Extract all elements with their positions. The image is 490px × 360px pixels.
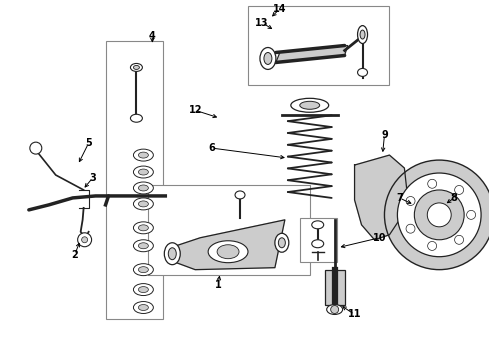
Polygon shape — [168, 220, 285, 270]
Circle shape — [428, 179, 437, 188]
Circle shape — [77, 233, 92, 247]
Text: 9: 9 — [381, 130, 388, 140]
Ellipse shape — [138, 305, 148, 310]
Ellipse shape — [358, 68, 368, 76]
Circle shape — [397, 173, 481, 257]
Ellipse shape — [138, 267, 148, 273]
Ellipse shape — [138, 243, 148, 249]
Ellipse shape — [291, 98, 329, 112]
Ellipse shape — [275, 233, 289, 252]
Ellipse shape — [358, 26, 368, 44]
Text: 14: 14 — [273, 4, 287, 14]
Ellipse shape — [133, 284, 153, 296]
Bar — [248, 6, 390, 85]
Circle shape — [30, 142, 42, 154]
Polygon shape — [276, 45, 347, 62]
Ellipse shape — [133, 166, 153, 178]
Ellipse shape — [164, 243, 180, 265]
Text: 6: 6 — [209, 143, 216, 153]
Circle shape — [82, 237, 88, 243]
Ellipse shape — [208, 241, 248, 263]
Ellipse shape — [133, 222, 153, 234]
Circle shape — [415, 190, 464, 240]
Ellipse shape — [300, 101, 319, 109]
Ellipse shape — [138, 225, 148, 231]
Circle shape — [427, 203, 451, 227]
Circle shape — [455, 235, 464, 244]
Ellipse shape — [278, 238, 285, 248]
Bar — [300, 218, 337, 262]
Ellipse shape — [138, 169, 148, 175]
Ellipse shape — [217, 245, 239, 259]
Ellipse shape — [327, 305, 343, 315]
Ellipse shape — [235, 191, 245, 199]
Ellipse shape — [133, 182, 153, 194]
Ellipse shape — [312, 221, 324, 229]
Text: 2: 2 — [71, 250, 78, 260]
Ellipse shape — [133, 198, 153, 210]
Circle shape — [455, 185, 464, 194]
Ellipse shape — [360, 30, 365, 39]
Ellipse shape — [130, 63, 143, 71]
Ellipse shape — [138, 152, 148, 158]
Text: 11: 11 — [348, 310, 361, 319]
Ellipse shape — [133, 149, 153, 161]
Ellipse shape — [133, 302, 153, 314]
Text: 7: 7 — [396, 193, 403, 203]
Ellipse shape — [260, 48, 276, 69]
Circle shape — [406, 224, 415, 233]
Bar — [148, 185, 310, 275]
Circle shape — [406, 197, 415, 206]
Ellipse shape — [138, 287, 148, 293]
Ellipse shape — [312, 240, 324, 248]
Text: 3: 3 — [89, 173, 96, 183]
Ellipse shape — [138, 201, 148, 207]
Ellipse shape — [138, 185, 148, 191]
Ellipse shape — [133, 66, 140, 69]
Text: 13: 13 — [255, 18, 269, 28]
Text: 10: 10 — [373, 233, 386, 243]
Bar — [325, 270, 344, 305]
Bar — [105, 41, 163, 319]
Text: 12: 12 — [189, 105, 202, 115]
Text: 5: 5 — [85, 138, 92, 148]
Circle shape — [331, 306, 339, 314]
Ellipse shape — [133, 264, 153, 276]
Circle shape — [466, 210, 476, 219]
Text: 4: 4 — [149, 31, 156, 41]
Circle shape — [385, 160, 490, 270]
Polygon shape — [355, 155, 407, 240]
Ellipse shape — [168, 248, 176, 260]
Text: 1: 1 — [215, 280, 221, 289]
Ellipse shape — [133, 240, 153, 252]
Text: 8: 8 — [451, 193, 458, 203]
Circle shape — [428, 242, 437, 251]
Ellipse shape — [130, 114, 143, 122]
Ellipse shape — [264, 53, 272, 64]
